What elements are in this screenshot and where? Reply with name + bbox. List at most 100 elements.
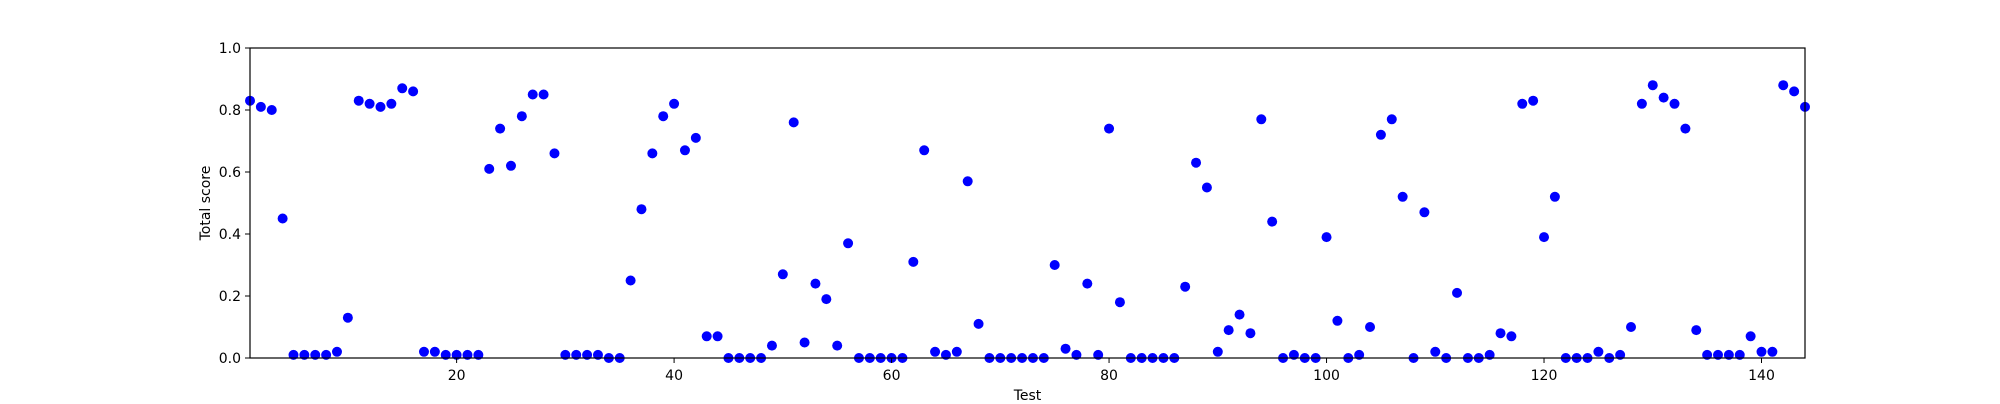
data-point: [919, 145, 930, 156]
data-point: [1626, 322, 1637, 332]
data-point: [1191, 157, 1202, 168]
y-tick-label: 0.0: [219, 351, 241, 367]
data-point: [625, 275, 636, 286]
data-point: [549, 148, 560, 159]
data-point: [1778, 80, 1789, 91]
x-tick-label: 140: [1748, 368, 1775, 384]
data-point: [690, 132, 701, 143]
data-point: [1549, 191, 1560, 202]
data-point: [810, 278, 821, 289]
y-tick-label: 0.4: [219, 227, 241, 243]
data-point: [1593, 346, 1604, 357]
data-point: [1452, 287, 1463, 298]
x-tick-label: 120: [1531, 368, 1558, 384]
data-point: [1767, 346, 1778, 357]
data-point: [331, 346, 342, 357]
data-point: [1321, 232, 1332, 243]
data-point: [1669, 98, 1680, 109]
data-point: [1691, 325, 1702, 336]
data-point: [701, 331, 712, 342]
data-point: [788, 117, 799, 128]
data-point: [1745, 331, 1756, 342]
data-point: [647, 148, 658, 159]
data-point: [908, 256, 919, 267]
data-point: [973, 318, 984, 329]
data-point: [1517, 98, 1528, 109]
data-points: [245, 80, 1810, 363]
data-point: [930, 346, 941, 357]
data-point: [397, 83, 408, 94]
data-point: [1680, 123, 1691, 134]
data-point: [1223, 325, 1234, 336]
data-point: [1049, 260, 1060, 270]
data-point: [1386, 114, 1397, 125]
data-point: [712, 331, 723, 342]
data-point: [1419, 207, 1430, 218]
data-point: [1201, 182, 1212, 193]
data-point: [636, 204, 647, 215]
x-axis-ticks: 20 40 60 80 100 120 140: [448, 358, 1775, 384]
data-point: [1234, 309, 1245, 320]
data-point: [1658, 92, 1669, 103]
y-tick-label: 0.6: [219, 165, 241, 181]
data-point: [1180, 281, 1191, 292]
x-tick-label: 40: [665, 368, 683, 384]
data-point: [1756, 346, 1767, 357]
data-point: [1212, 346, 1223, 357]
data-point: [951, 346, 962, 357]
y-tick-label: 1.0: [219, 41, 241, 57]
y-tick-label: 0.2: [219, 289, 241, 305]
y-tick-label: 0.8: [219, 103, 241, 119]
data-point: [1267, 216, 1278, 227]
y-axis-ticks: 0.0 0.2 0.4 0.6 0.8 1.0: [219, 41, 250, 367]
data-point: [1245, 328, 1256, 339]
data-point: [1256, 114, 1267, 125]
data-point: [1647, 80, 1658, 91]
data-point: [342, 312, 353, 323]
data-point: [353, 95, 364, 106]
x-tick-label: 80: [1100, 368, 1118, 384]
x-tick-label: 20: [448, 368, 466, 384]
data-point: [1365, 322, 1376, 332]
data-point: [505, 160, 516, 171]
data-point: [418, 346, 429, 357]
data-point: [484, 163, 495, 174]
data-point: [658, 111, 669, 122]
data-point: [277, 213, 288, 224]
data-point: [669, 98, 680, 109]
data-point: [495, 123, 506, 134]
data-point: [1104, 123, 1115, 134]
data-point: [538, 89, 549, 100]
data-point: [777, 269, 788, 280]
data-point: [408, 86, 419, 97]
data-point: [375, 101, 386, 112]
data-point: [843, 238, 854, 249]
x-axis-label: Test: [1013, 388, 1042, 400]
data-point: [1060, 343, 1071, 354]
data-point: [255, 101, 266, 112]
data-point: [266, 105, 277, 115]
data-point: [962, 176, 973, 187]
plot-frame: [249, 47, 1806, 359]
data-point: [527, 89, 538, 100]
x-tick-label: 60: [883, 368, 901, 384]
data-point: [1506, 331, 1517, 342]
data-point: [1528, 95, 1539, 106]
data-point: [1332, 315, 1343, 326]
y-axis-label: Total score: [198, 166, 214, 242]
data-point: [679, 145, 690, 156]
data-point: [429, 346, 440, 357]
data-point: [1375, 129, 1386, 140]
data-point: [821, 294, 832, 305]
data-point: [766, 340, 777, 351]
data-point: [1082, 278, 1093, 289]
data-point: [1789, 86, 1800, 97]
data-point: [799, 337, 810, 348]
data-point: [832, 340, 843, 351]
x-tick-label: 100: [1313, 368, 1340, 384]
data-point: [386, 98, 397, 109]
data-point: [1495, 328, 1506, 339]
data-point: [1114, 297, 1125, 308]
